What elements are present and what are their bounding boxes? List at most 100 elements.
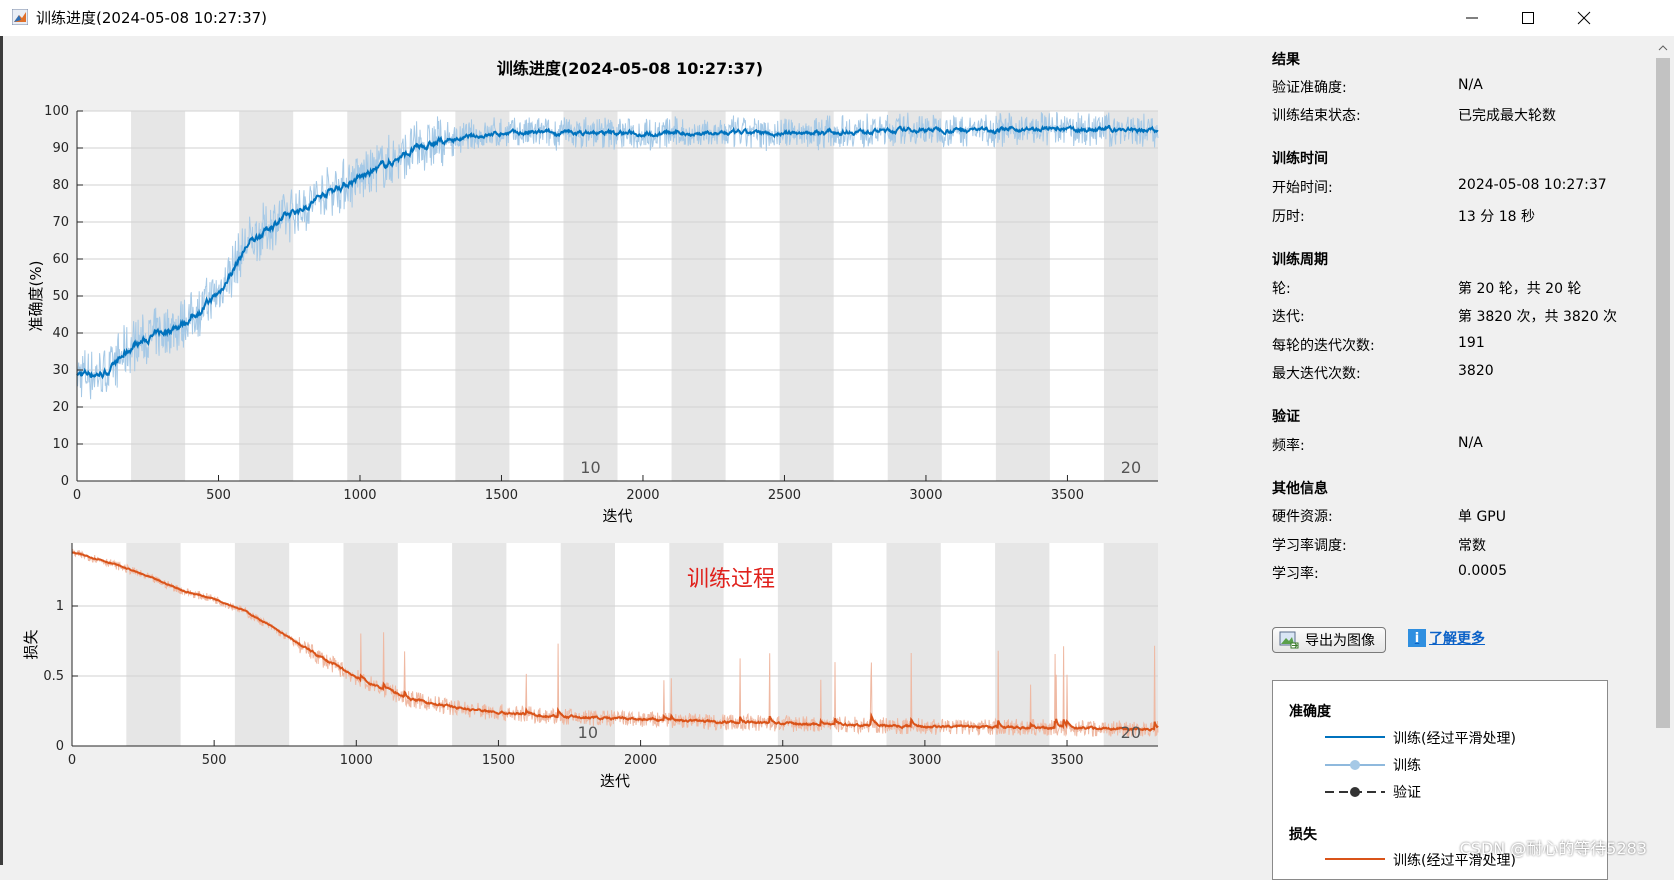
elapsed-label: 历时: <box>1272 209 1305 225</box>
elapsed-value: 13 分 18 秒 <box>1458 209 1535 225</box>
y-tick-label: 60 <box>52 252 69 267</box>
x-tick-label: 3000 <box>909 488 942 503</box>
epoch-band <box>343 543 398 746</box>
x-tick-label: 500 <box>202 753 227 768</box>
validation-title: 验证 <box>1272 409 1300 425</box>
y-tick-label: 20 <box>52 400 69 415</box>
export-image-label: 导出为图像 <box>1305 633 1375 649</box>
legend-validation-marker-icon <box>1325 787 1385 797</box>
y-tick-label: 0 <box>56 739 64 754</box>
legend-smoothed-line-icon <box>1325 736 1385 738</box>
epoch-label: 轮: <box>1272 281 1291 297</box>
training-progress-plots: 10 200 500 1000 1500 2000 2500 3000 350001020304… <box>22 104 1159 790</box>
x-tick-label: 0 <box>68 753 76 768</box>
window-left-edge <box>0 36 3 865</box>
legend-item-training: 训练 <box>1393 758 1421 774</box>
results-title: 结果 <box>1272 52 1300 68</box>
training-end-state-label: 训练结束状态: <box>1272 108 1361 124</box>
epoch-marker-20: 20 <box>1121 458 1141 477</box>
epoch-band <box>886 543 941 746</box>
close-icon <box>1577 11 1591 25</box>
scroll-up-icon[interactable] <box>1652 40 1674 56</box>
minimize-button[interactable] <box>1444 0 1500 36</box>
window-title: 训练进度(2024-05-08 10:27:37) <box>36 9 268 27</box>
validation-accuracy-label: 验证准确度: <box>1272 80 1347 96</box>
x-tick-label: 0 <box>73 488 81 503</box>
watermark-text: CSDN @耐心的等待5283 <box>1459 839 1647 858</box>
y-tick-label: 80 <box>52 178 69 193</box>
epoch-marker-10: 10 <box>580 458 600 477</box>
start-time-label: 开始时间: <box>1272 180 1333 196</box>
epoch-band <box>995 543 1050 746</box>
x-tick-label: 2500 <box>768 488 801 503</box>
legend-loss-title: 损失 <box>1289 827 1317 843</box>
y-tick-label: 0 <box>61 474 69 489</box>
image-export-icon <box>1279 631 1299 649</box>
learning-rate-value: 0.0005 <box>1458 563 1507 579</box>
epoch-value: 第 20 轮，共 20 轮 <box>1458 281 1582 297</box>
matlab-logo-icon <box>12 9 28 25</box>
y-tick-label: 70 <box>52 215 69 230</box>
maximize-button[interactable] <box>1500 0 1556 36</box>
epoch-band <box>777 543 833 746</box>
epoch-band <box>1103 543 1158 746</box>
epoch-marker-20: 20 <box>1121 723 1141 742</box>
x-axis-label: 迭代 <box>600 772 630 790</box>
legend-accuracy-title: 准确度 <box>1289 704 1331 720</box>
x-tick-label: 500 <box>206 488 231 503</box>
accuracy-raw-line <box>76 111 1159 400</box>
x-tick-label: 3000 <box>908 753 941 768</box>
legend-item-smoothed: 训练(经过平滑处理) <box>1393 731 1516 747</box>
y-tick-label: 40 <box>52 326 69 341</box>
maximize-icon <box>1522 12 1534 24</box>
iteration-value: 第 3820 次，共 3820 次 <box>1458 309 1618 325</box>
learn-more-label: 了解更多 <box>1429 631 1485 647</box>
loss-smoothed-line <box>71 551 1159 732</box>
info-icon: i <box>1408 629 1426 647</box>
legend-loss-smoothed-line-icon <box>1325 858 1385 860</box>
y-tick-label: 30 <box>52 363 69 378</box>
legend-training-marker-icon <box>1325 760 1385 770</box>
training-time-title: 训练时间 <box>1272 151 1328 167</box>
learn-more-link[interactable]: i 了解更多 <box>1408 628 1485 648</box>
frequency-value: N/A <box>1458 435 1483 451</box>
legend-box: 准确度 训练(经过平滑处理) 训练 验证 损失 训练(经过平滑处理) <box>1272 680 1608 880</box>
x-tick-label: 1500 <box>482 753 515 768</box>
iterations-per-epoch-value: 191 <box>1458 335 1485 351</box>
frequency-label: 频率: <box>1272 438 1305 454</box>
x-tick-label: 3500 <box>1051 488 1084 503</box>
max-iterations-label: 最大迭代次数: <box>1272 366 1361 382</box>
minimize-icon <box>1466 17 1478 19</box>
y-axis-label: 准确度(%) <box>27 261 45 332</box>
close-button[interactable] <box>1556 0 1612 36</box>
x-tick-label: 1500 <box>485 488 518 503</box>
y-axis-label: 损失 <box>22 629 40 659</box>
x-tick-label: 2500 <box>766 753 799 768</box>
validation-accuracy-value: N/A <box>1458 77 1483 93</box>
training-end-state-value: 已完成最大轮数 <box>1458 108 1556 124</box>
hardware-label: 硬件资源: <box>1272 509 1333 525</box>
epoch-marker-10: 10 <box>578 723 598 742</box>
hardware-value: 单 GPU <box>1458 509 1506 525</box>
y-tick-label: 0.5 <box>43 669 64 684</box>
x-tick-label: 1000 <box>340 753 373 768</box>
y-tick-label: 100 <box>44 104 69 119</box>
lr-schedule-value: 常数 <box>1458 538 1486 554</box>
y-tick-label: 10 <box>52 437 69 452</box>
window-titlebar: 训练进度(2024-05-08 10:27:37) <box>0 0 1674 36</box>
max-iterations-value: 3820 <box>1458 363 1494 379</box>
panel-scrollbar[interactable] <box>1652 36 1674 865</box>
epoch-band <box>234 543 290 746</box>
training-cycle-title: 训练周期 <box>1272 252 1328 268</box>
scroll-thumb[interactable] <box>1656 58 1670 728</box>
y-tick-label: 1 <box>56 599 64 614</box>
start-time-value: 2024-05-08 10:27:37 <box>1458 177 1607 193</box>
annotation-text: 训练过程 <box>687 567 775 592</box>
y-tick-label: 50 <box>52 289 69 304</box>
other-info-title: 其他信息 <box>1272 481 1328 497</box>
x-axis-label: 迭代 <box>602 507 632 525</box>
legend-item-validation: 验证 <box>1393 785 1421 801</box>
export-image-button[interactable]: 导出为图像 <box>1272 627 1386 653</box>
learning-rate-label: 学习率: <box>1272 566 1319 582</box>
iterations-per-epoch-label: 每轮的迭代次数: <box>1272 338 1375 354</box>
